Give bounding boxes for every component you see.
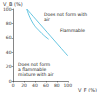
svg-text:Does not form with: Does not form with (44, 12, 88, 17)
svg-text:0: 0 (8, 78, 12, 84)
svg-text:80: 80 (54, 83, 60, 88)
svg-text:40: 40 (32, 83, 38, 88)
svg-text:a flammable: a flammable (18, 67, 48, 72)
svg-text:V_F (%): V_F (%) (78, 87, 97, 92)
svg-text:Does not form: Does not form (18, 62, 52, 67)
svg-text:20: 20 (21, 83, 27, 88)
svg-text:air: air (44, 17, 50, 22)
svg-text:60: 60 (43, 83, 49, 88)
svg-text:0: 0 (12, 83, 15, 88)
svg-text:80: 80 (6, 21, 12, 26)
svg-text:20: 20 (6, 64, 12, 69)
svg-text:60: 60 (6, 35, 12, 40)
svg-text:V_B (%): V_B (%) (3, 0, 23, 7)
svg-text:Flammable: Flammable (60, 28, 85, 33)
svg-text:100: 100 (3, 7, 12, 12)
svg-text:mixture with air: mixture with air (18, 72, 54, 77)
svg-text:100: 100 (63, 83, 72, 88)
svg-text:40: 40 (6, 50, 12, 55)
